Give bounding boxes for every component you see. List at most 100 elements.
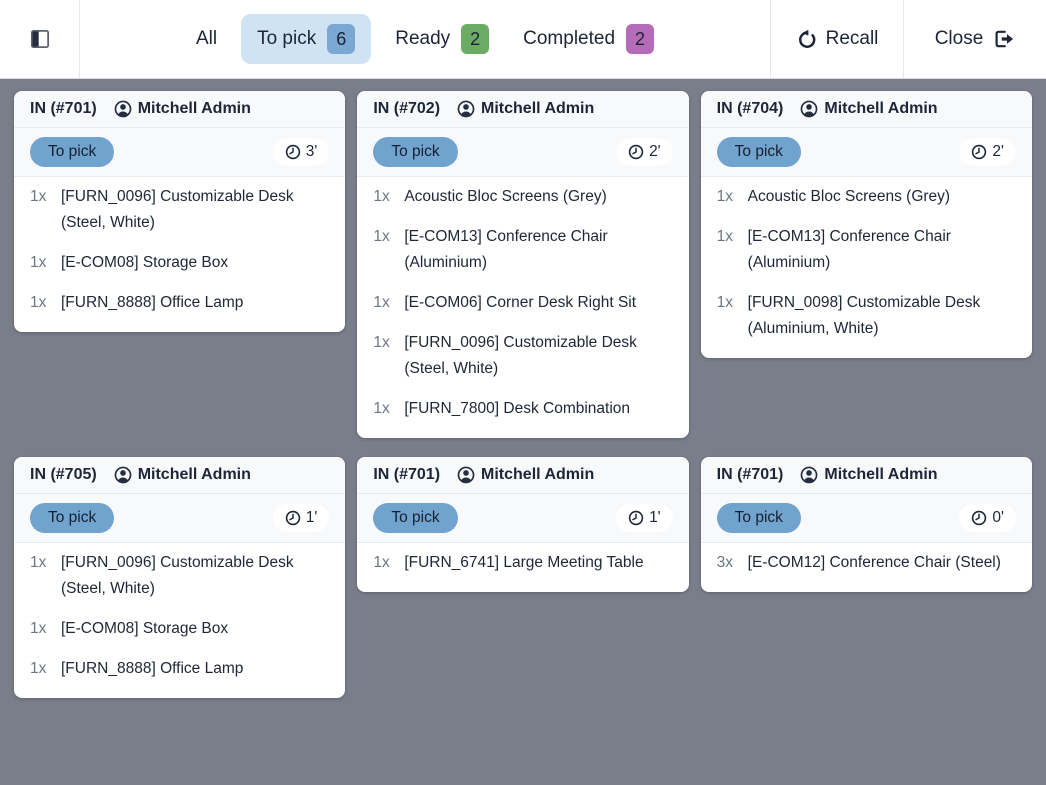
product-name: [FURN_8888] Office Lamp [61,660,244,677]
tab-label: To pick [257,28,317,49]
time-badge: 1' [616,504,673,532]
product-name: [FURN_7800] Desk Combination [404,400,631,417]
status-badge: To pick [30,137,115,167]
product-qty: 1x [30,254,47,271]
time-badge: 0' [959,504,1016,532]
card-owner: Mitchell Admin [800,466,938,484]
tab-count-badge: 2 [626,24,655,54]
product-qty: 3x [716,554,734,571]
product-line: 1x [FURN_0096] Customizable Desk (Steel,… [30,184,329,236]
picking-card[interactable]: IN (#702) Mitchell Admin To pick [357,91,689,438]
card-header: IN (#701) Mitchell Admin [14,91,346,128]
clock-icon [285,510,301,526]
picking-card[interactable]: IN (#701) Mitchell Admin To pick [14,91,346,332]
status-badge: To pick [373,503,458,533]
tab-all[interactable]: All [186,18,227,60]
user-icon [800,100,818,118]
owner-name: Mitchell Admin [137,466,251,483]
card-items: 1x Acoustic Bloc Screens (Grey) 1x [E-CO… [701,177,1032,358]
sign-out-icon [992,28,1015,50]
undo-icon [796,29,817,50]
product-line: 1x Acoustic Bloc Screens (Grey) [373,184,672,210]
recall-label: Recall [825,28,879,49]
card-title: IN (#702) [373,100,441,117]
card-title: IN (#705) [30,466,97,483]
product-qty: 1x [30,660,47,677]
product-line: 1x [FURN_6741] Large Meeting Table [373,550,672,576]
clock-icon [285,144,301,160]
sidebar-toggle-button[interactable] [0,0,80,78]
card-header: IN (#701) Mitchell Admin [357,457,689,494]
card-owner: Mitchell Admin [800,100,938,118]
product-qty: 1x [30,554,47,571]
time-badge: 3' [272,138,330,166]
product-qty: 1x [373,554,390,571]
product-name: [E-COM13] Conference Chair (Aluminium) [747,228,951,271]
card-title: IN (#701) [373,466,441,483]
owner-name: Mitchell Admin [824,100,938,117]
picking-card[interactable]: IN (#704) Mitchell Admin To pick [700,91,1032,358]
product-line: 1x [FURN_0096] Customizable Desk (Steel,… [373,330,672,382]
card-owner: Mitchell Admin [114,466,251,484]
time-label: 2' [992,143,1004,160]
time-label: 2' [649,143,661,160]
status-badge: To pick [373,137,458,167]
owner-name: Mitchell Admin [481,466,595,483]
product-qty: 1x [716,188,734,205]
product-name: Acoustic Bloc Screens (Grey) [747,188,951,205]
picking-board: IN (#701) Mitchell Admin To pick [0,79,1046,785]
product-line: 1x [E-COM13] Conference Chair (Aluminium… [373,224,672,276]
product-line: 1x [E-COM13] Conference Chair (Aluminium… [717,224,1016,276]
product-name: [E-COM12] Conference Chair (Steel) [747,554,1001,571]
product-name: [E-COM13] Conference Chair (Aluminium) [404,228,608,271]
card-status-row: To pick 3' [14,128,346,177]
owner-name: Mitchell Admin [824,466,938,483]
user-icon [800,466,818,484]
picking-card[interactable]: IN (#705) Mitchell Admin To pick [14,457,346,698]
user-icon [114,466,132,484]
picking-card[interactable]: IN (#701) Mitchell Admin To pick [700,457,1032,592]
product-qty: 1x [373,294,390,311]
card-title: IN (#701) [716,466,784,483]
time-label: 1' [305,509,318,526]
status-badge: To pick [716,137,801,167]
product-line: 1x [E-COM08] Storage Box [30,250,329,276]
product-qty: 1x [716,294,734,311]
product-qty: 1x [373,334,390,351]
time-badge: 2' [616,138,673,166]
tab-count-badge: 6 [327,24,356,54]
close-label: Close [934,28,984,49]
close-button[interactable]: Close [903,0,1046,78]
owner-name: Mitchell Admin [137,100,251,117]
recall-button[interactable]: Recall [770,0,903,78]
tab-ready[interactable]: Ready 2 [385,14,499,64]
product-name: [E-COM08] Storage Box [61,254,229,271]
product-line: 1x [FURN_0096] Customizable Desk (Steel,… [30,550,329,602]
clock-icon [971,144,987,160]
product-name: [FURN_0096] Customizable Desk (Steel, Wh… [404,334,637,377]
card-header: IN (#702) Mitchell Admin [357,91,689,128]
card-title: IN (#704) [716,100,784,117]
tab-to-pick[interactable]: To pick 6 [241,14,372,64]
card-items: 3x [E-COM12] Conference Chair (Steel) [701,543,1032,592]
product-qty: 1x [30,620,47,637]
user-icon [457,466,475,484]
product-line: 1x [FURN_8888] Office Lamp [30,290,329,316]
product-line: 1x [E-COM08] Storage Box [30,616,329,642]
product-name: [FURN_8888] Office Lamp [61,294,244,311]
tab-completed[interactable]: Completed 2 [513,14,664,64]
time-label: 1' [649,509,661,526]
picking-card[interactable]: IN (#701) Mitchell Admin To pick [357,457,689,592]
card-status-row: To pick 1' [357,494,689,543]
card-header: IN (#701) Mitchell Admin [700,457,1032,494]
card-status-row: To pick 2' [357,128,689,177]
product-line: 1x [FURN_8888] Office Lamp [30,656,329,682]
card-header: IN (#705) Mitchell Admin [14,457,346,494]
user-icon [114,100,132,118]
product-qty: 1x [30,294,47,311]
owner-name: Mitchell Admin [481,100,595,117]
time-badge: 2' [959,138,1016,166]
product-qty: 1x [373,400,390,417]
product-name: [FURN_0096] Customizable Desk (Steel, Wh… [61,554,294,597]
clock-icon [628,510,644,526]
